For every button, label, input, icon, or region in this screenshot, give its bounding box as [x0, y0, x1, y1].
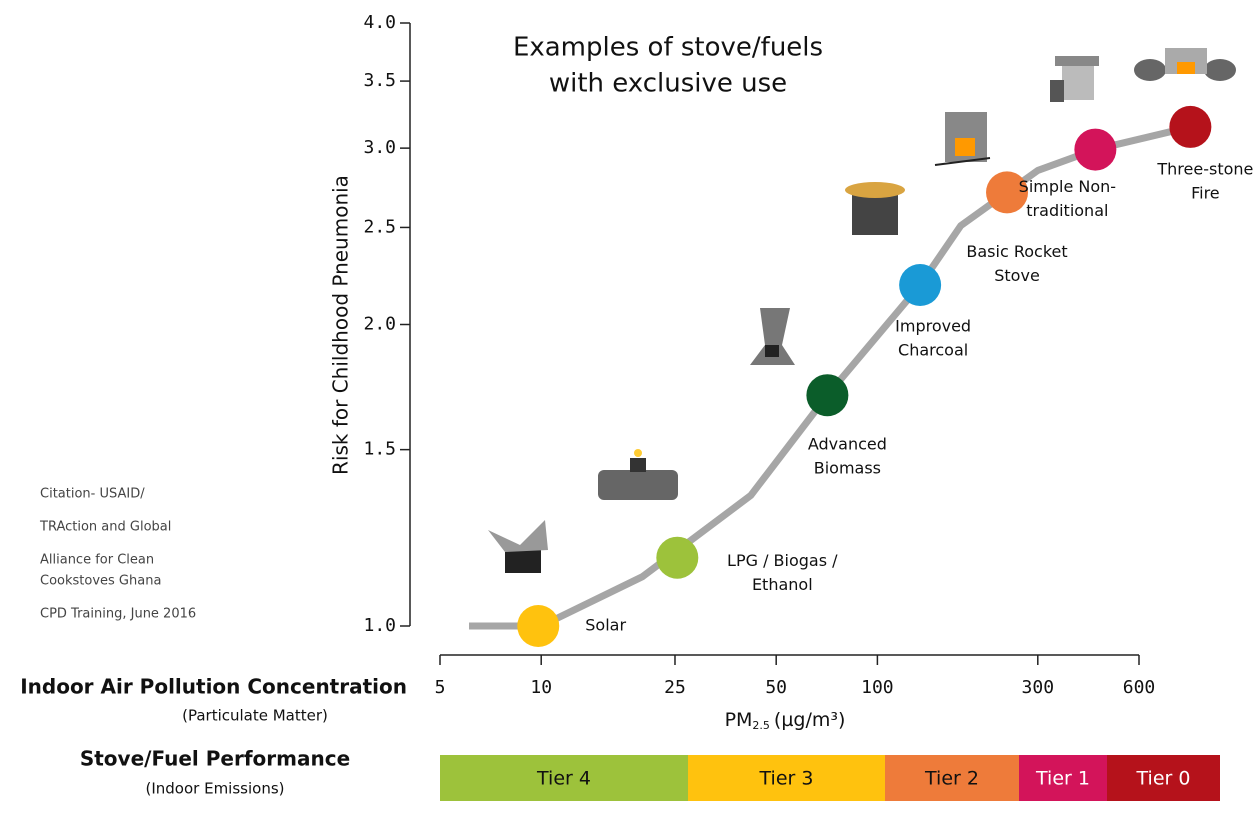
point-label: Simple Non-	[1019, 177, 1116, 196]
point-label: Stove	[994, 266, 1040, 285]
x-label-main: PM	[725, 709, 753, 731]
point-label: traditional	[1026, 201, 1108, 220]
x-tick-label: 25	[664, 677, 686, 698]
y-axis-label: Risk for Childhood Pneumonia	[329, 175, 353, 475]
chart: Examples of stove/fuels with exclusive u…	[0, 0, 1255, 816]
x-tick-label: 10	[530, 677, 552, 698]
citation: TRAction and Global	[39, 520, 171, 535]
tier-label: Tier 2	[924, 768, 979, 790]
x-tick-label: 50	[765, 677, 787, 698]
x-tick-label: 300	[1022, 677, 1055, 698]
stove-icons	[488, 48, 1236, 573]
y-tick-label: 2.0	[363, 314, 396, 335]
citation: Cookstoves Ghana	[40, 574, 161, 589]
point-label: Biomass	[814, 459, 881, 478]
x-tick-label: 5	[435, 677, 446, 698]
point-label: Solar	[585, 616, 626, 635]
citation: Citation- USAID/	[40, 487, 145, 502]
tier-title: Stove/Fuel Performance	[80, 747, 350, 771]
y-tick-label: 1.0	[363, 615, 396, 636]
citation: Alliance for Clean	[40, 553, 154, 568]
tier-label: Tier 1	[1035, 768, 1090, 790]
point	[517, 605, 559, 647]
tier-subtitle: (Indoor Emissions)	[146, 780, 285, 798]
x-tick-label: 600	[1123, 677, 1156, 698]
point	[806, 374, 848, 416]
point-label: LPG / Biogas /	[727, 551, 838, 570]
point-label: Ethanol	[752, 575, 813, 594]
chart-title: with exclusive use	[549, 69, 787, 99]
point	[899, 264, 941, 306]
y-tick-label: 1.5	[363, 439, 396, 460]
chart-title: Examples of stove/fuels	[513, 33, 823, 63]
point-label: Three-stone	[1156, 159, 1253, 178]
x-title: Indoor Air Pollution Concentration	[20, 675, 407, 699]
x-tick-label: 100	[861, 677, 894, 698]
x-subtitle: (Particulate Matter)	[182, 707, 328, 725]
point	[656, 537, 698, 579]
tier-label: Tier 4	[536, 768, 591, 790]
point	[1169, 106, 1211, 148]
x-axis-label: PM2.5 (µg/m³)	[725, 709, 846, 733]
x-label-unit: (µg/m³)	[774, 709, 846, 731]
point-label: Basic Rocket	[966, 242, 1067, 261]
point	[1074, 129, 1116, 171]
point-label: Fire	[1191, 183, 1220, 202]
y-tick-label: 3.5	[363, 70, 396, 91]
y-tick-label: 3.0	[363, 137, 396, 158]
x-label-sub: 2.5	[752, 719, 770, 732]
point-label: Charcoal	[898, 341, 968, 360]
tier-label: Tier 3	[759, 768, 814, 790]
y-tick-label: 4.0	[363, 12, 396, 33]
citation: CPD Training, June 2016	[40, 607, 196, 622]
tier-label: Tier 0	[1136, 768, 1191, 790]
point-label: Advanced	[808, 435, 887, 454]
point-label: Improved	[895, 317, 971, 336]
y-tick-label: 2.5	[363, 216, 396, 237]
